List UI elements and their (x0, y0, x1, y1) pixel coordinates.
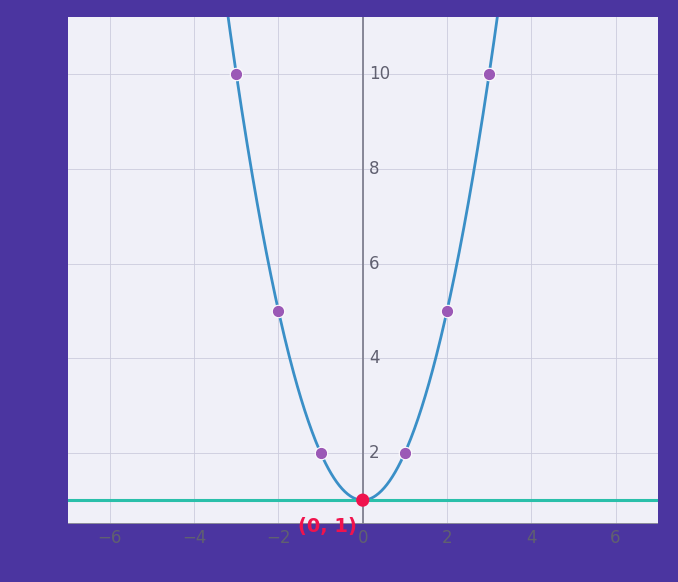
Text: 8: 8 (369, 160, 380, 178)
Point (399, 448, 410, 457)
Text: 6: 6 (369, 254, 380, 272)
Text: 10: 10 (369, 65, 390, 83)
Point (357, 495, 368, 505)
Point (273, 306, 284, 315)
Text: (0, 1): (0, 1) (298, 517, 357, 535)
Text: 2: 2 (369, 444, 380, 462)
Point (483, 70, 494, 79)
Point (231, 70, 242, 79)
Text: 4: 4 (369, 349, 380, 367)
Point (315, 448, 326, 457)
Point (441, 306, 452, 315)
